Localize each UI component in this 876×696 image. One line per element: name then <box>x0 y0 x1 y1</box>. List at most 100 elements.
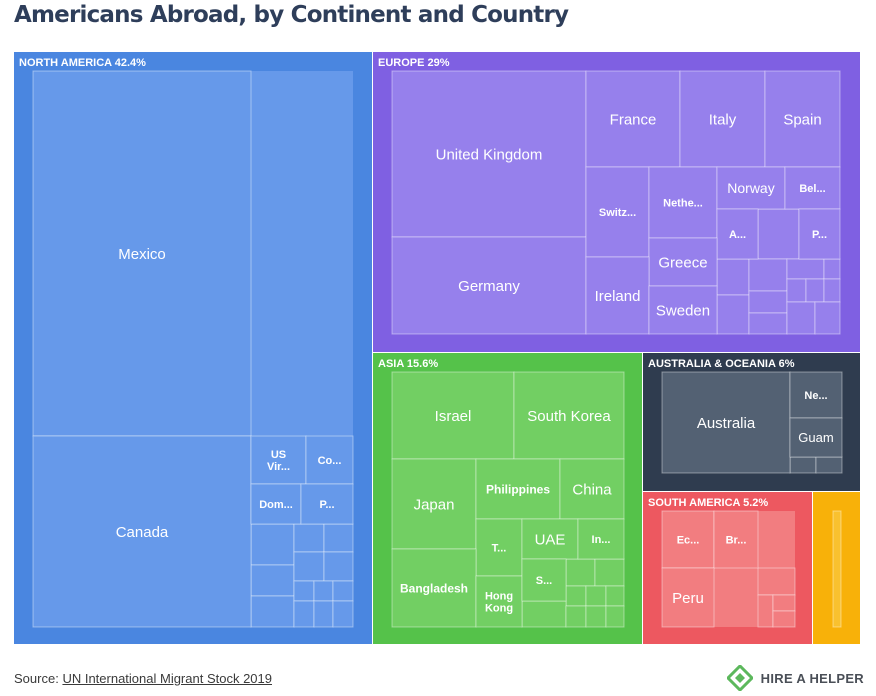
country-tile-norway[interactable] <box>716 166 786 210</box>
country-tile-costa-rica[interactable] <box>305 435 354 485</box>
country-tile-mexico[interactable] <box>32 70 252 437</box>
country-label-line: UAE <box>535 531 566 548</box>
country-label-ireland: Ireland <box>595 288 641 305</box>
country-tile-ireland[interactable] <box>585 256 650 335</box>
country-tile-minor[interactable] <box>786 301 816 335</box>
source-link[interactable]: UN International Migrant Stock 2019 <box>62 671 272 686</box>
country-tile-minor[interactable] <box>814 301 841 335</box>
brand-logo: HIRE A HELPER <box>726 665 864 691</box>
continent-label-europe: EUROPE 29% <box>378 57 450 69</box>
country-tile-israel[interactable] <box>391 371 515 460</box>
country-tile-portugal[interactable] <box>798 208 841 260</box>
country-tile-ecuador[interactable] <box>661 510 715 569</box>
country-tile-australia[interactable] <box>661 371 791 474</box>
country-label-line: Canada <box>116 524 169 541</box>
country-tile-minor[interactable] <box>605 585 625 607</box>
country-tile-minor[interactable] <box>521 600 567 628</box>
country-tile-minor[interactable] <box>313 600 334 628</box>
country-tile-canada[interactable] <box>32 435 252 628</box>
country-tile-minor[interactable] <box>757 567 796 596</box>
country-tile-minor[interactable] <box>332 600 354 628</box>
country-tile-minor[interactable] <box>716 294 750 335</box>
country-label-line: Australia <box>697 415 756 432</box>
country-tile-minor[interactable] <box>585 605 607 628</box>
country-tile-minor[interactable] <box>313 580 334 602</box>
country-tile-minor[interactable] <box>786 258 825 280</box>
continent-north-america: Mexico Canada US Vir... Co... Dom... P... NORTH… <box>14 52 372 644</box>
country-label-line: Switz... <box>599 207 636 219</box>
country-tile-new-zealand[interactable] <box>789 371 843 419</box>
country-tile-minor[interactable] <box>323 551 354 582</box>
country-tile-minor[interactable] <box>594 558 625 587</box>
country-label-line: Israel <box>435 408 472 425</box>
country-tile-minor[interactable] <box>565 558 596 587</box>
country-tile-dominican-republic[interactable] <box>250 483 302 525</box>
country-tile-austria[interactable] <box>716 208 759 260</box>
country-tile-minor[interactable] <box>823 258 841 280</box>
country-tile-greece[interactable] <box>648 237 718 287</box>
country-tile-minor[interactable] <box>332 580 354 602</box>
country-tile-minor[interactable] <box>293 580 315 602</box>
country-label-line: Greece <box>658 254 707 271</box>
country-tile-minor[interactable] <box>250 595 295 628</box>
country-tile-bangladesh[interactable] <box>391 548 477 628</box>
country-tile-minor[interactable] <box>250 523 295 566</box>
country-tile-hong-kong[interactable] <box>475 575 523 628</box>
country-tile-thailand[interactable] <box>475 518 523 577</box>
country-tile-minor[interactable] <box>772 610 796 628</box>
country-tile-minor[interactable] <box>585 585 607 607</box>
country-tile-france[interactable] <box>585 70 681 168</box>
country-tile-minor[interactable] <box>757 594 774 628</box>
country-label-china: China <box>572 481 612 498</box>
country-label-us-virgin-islands: US Vir... <box>267 449 290 473</box>
country-label-thailand: T... <box>492 542 507 554</box>
country-tile-minor[interactable] <box>786 278 807 303</box>
continent-label-north-america: NORTH AMERICA 42.4% <box>19 57 146 69</box>
country-tile-india[interactable] <box>577 518 625 560</box>
country-tile-singapore[interactable] <box>521 558 567 602</box>
country-tile-minor[interactable] <box>293 523 325 553</box>
country-label-mexico: Mexico <box>118 246 166 263</box>
country-label-line: Germany <box>458 278 520 295</box>
country-label-line: US <box>271 449 286 461</box>
country-tile-spain[interactable] <box>764 70 841 168</box>
country-label-singapore: S... <box>536 575 553 587</box>
country-tile-minor[interactable] <box>748 258 788 292</box>
country-tile-peru[interactable] <box>661 567 715 628</box>
country-tile-minor[interactable] <box>250 564 295 597</box>
continent-label-australia-and-oceania: AUSTRALIA & OCEANIA 6% <box>648 358 795 370</box>
country-tile-minor[interactable] <box>805 278 825 303</box>
country-label-line: T... <box>492 542 507 554</box>
country-tile-minor[interactable] <box>293 551 325 582</box>
country-tile-italy[interactable] <box>679 70 766 168</box>
country-label-line: P... <box>319 499 334 511</box>
country-tile-minor[interactable] <box>716 258 750 296</box>
country-tile-united-kingdom[interactable] <box>391 70 587 238</box>
country-tile-philippines[interactable] <box>475 458 561 520</box>
country-tile-minor[interactable] <box>823 278 841 303</box>
country-tile-minor[interactable] <box>748 290 788 314</box>
country-tile-sweden[interactable] <box>648 285 718 335</box>
country-tile-minor[interactable] <box>565 585 587 607</box>
country-tile-brazil[interactable] <box>713 510 759 569</box>
country-tile-germany[interactable] <box>391 236 587 335</box>
country-tile-minor[interactable] <box>565 605 587 628</box>
country-tile-minor[interactable] <box>605 605 625 628</box>
country-tile-minor[interactable] <box>757 208 800 260</box>
country-tile-minor[interactable] <box>293 600 315 628</box>
country-tile-minor[interactable] <box>772 594 796 612</box>
country-tile-minor[interactable] <box>832 510 842 628</box>
country-tile-panama[interactable] <box>300 483 354 525</box>
country-tile-minor[interactable] <box>748 312 788 335</box>
country-tile-belgium[interactable] <box>784 166 841 210</box>
country-tile-minor[interactable] <box>789 456 817 474</box>
country-label-line: Mexico <box>118 246 166 263</box>
country-tile-guam[interactable] <box>789 417 843 458</box>
country-label-line: Ec... <box>677 534 700 546</box>
country-label-line: Kong <box>485 603 513 615</box>
country-label-line: Philippines <box>486 482 550 496</box>
country-tile-minor[interactable] <box>323 523 354 553</box>
country-label-line: A... <box>729 229 746 241</box>
country-tile-minor[interactable] <box>815 456 843 474</box>
